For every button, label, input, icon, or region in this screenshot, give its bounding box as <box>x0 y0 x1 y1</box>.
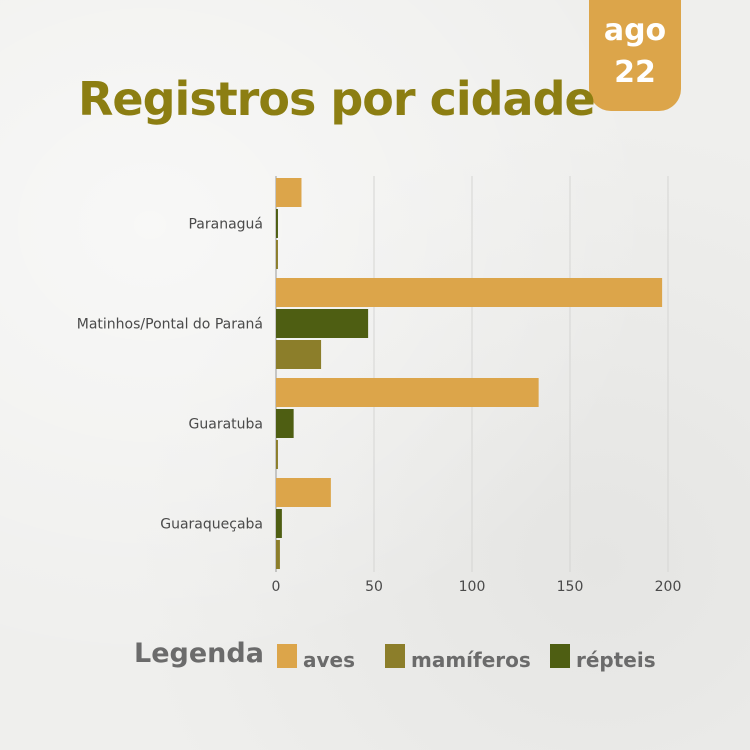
bar-aves-1 <box>276 278 663 307</box>
legend-label-aves: aves <box>303 648 356 672</box>
bar-mamíferos-0 <box>276 240 278 269</box>
bar-aves-2 <box>276 378 539 407</box>
category-label: Matinhos/Pontal do Paraná <box>77 317 263 333</box>
x-tick-label: 50 <box>365 579 383 595</box>
bar-répteis-2 <box>276 409 294 438</box>
bar-répteis-0 <box>276 209 278 238</box>
bar-aves-0 <box>276 178 302 207</box>
date-badge: ago 22 <box>589 0 681 111</box>
category-label: Guaraqueçaba <box>160 517 263 533</box>
date-badge-day: 22 <box>614 55 656 90</box>
date-badge-month: ago <box>603 13 667 48</box>
bar-mamíferos-1 <box>276 340 322 369</box>
bar-mamíferos-3 <box>276 540 280 569</box>
legend-label-mamiferos: mamíferos <box>411 648 531 672</box>
legend-swatch-aves <box>277 644 297 668</box>
chart-category-labels: Paranaguá Matinhos/Pontal do Paraná Guarat… <box>77 217 263 533</box>
legend-label-repteis: répteis <box>576 648 656 672</box>
x-tick-label: 100 <box>459 579 486 595</box>
legend-swatch-mamiferos <box>385 644 405 668</box>
chart-title: Registros por cidade <box>78 72 596 126</box>
chart-grid <box>275 176 669 572</box>
bar-mamíferos-2 <box>276 440 278 469</box>
bar-répteis-1 <box>276 309 369 338</box>
category-label: Guaratuba <box>189 417 263 433</box>
category-label: Paranaguá <box>188 217 263 233</box>
bar-aves-3 <box>276 478 331 507</box>
legend-swatch-repteis <box>550 644 570 668</box>
x-tick-label: 150 <box>557 579 584 595</box>
x-tick-label: 200 <box>655 579 682 595</box>
x-tick-label: 0 <box>272 579 281 595</box>
chart-bars <box>276 178 663 569</box>
chart-tick-labels: 0 50 100 150 200 <box>272 579 682 595</box>
bar-répteis-3 <box>276 509 282 538</box>
legend-title: Legenda <box>134 638 264 669</box>
